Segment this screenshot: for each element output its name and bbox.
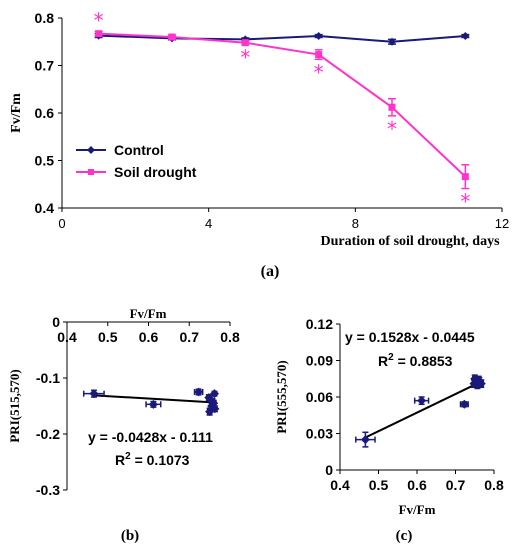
panel-b-data-point: [89, 389, 99, 399]
panel-c-label: (c): [396, 528, 413, 544]
panel-a-significance-star: *: [314, 60, 324, 84]
panel-b-data-point: [210, 389, 220, 399]
panel-b-label: (b): [121, 528, 139, 544]
panel-c-y-tick-label: 0.06: [306, 389, 333, 405]
panel-b-points: [82, 387, 220, 417]
panel-a-point-drought: [168, 33, 176, 41]
panel-c-x-tick-label: 0.4: [330, 477, 350, 493]
panel-b-x-tick-label: 0.4: [57, 329, 77, 345]
panel-c-data-point: [417, 396, 427, 406]
panel-b-x-tick-label: 0.5: [98, 329, 118, 345]
panel-a: Fv/Fm Duration of soil drought, days 0 4 8…: [9, 8, 509, 280]
panel-a-x-ticks: 0 4 8 12: [58, 208, 509, 231]
panel-c-trend-line: [364, 380, 482, 439]
panel-a-significance: * * * * *: [94, 8, 471, 213]
panel-b-x-label: Fv/Fm: [130, 306, 167, 321]
panel-a-point-control: [314, 32, 323, 41]
panel-c-data-point: [459, 399, 469, 409]
panel-a-y-tick-label: 0.4: [35, 200, 55, 216]
panel-c-y-tick-label: 0: [325, 462, 333, 478]
panel-a-point-drought: [241, 39, 249, 47]
panel-b-y-tick-label: -0.2: [36, 426, 60, 442]
legend-drought-label: Soil drought: [114, 164, 197, 180]
panel-a-series: [94, 30, 470, 190]
panel-b-y-ticks: 0 -0.1 -0.2 -0.3: [36, 314, 67, 498]
panel-c-data-point: [360, 435, 370, 445]
panel-b-x-tick-label: 0.8: [220, 329, 240, 345]
panel-a-point-drought: [95, 30, 103, 38]
panel-a-x-tick-label: 12: [495, 216, 509, 231]
panel-a-point-control: [461, 32, 470, 41]
panel-a-series-line-1: [98, 32, 467, 178]
panel-a-significance-star: *: [460, 190, 470, 214]
panel-b-trendline: [93, 394, 215, 404]
panel-a-y-ticks: 0.4 0.5 0.6 0.7 0.8: [35, 10, 62, 216]
panel-a-significance-star: *: [387, 117, 397, 141]
panel-c-y-tick-label: 0.03: [306, 426, 333, 442]
panel-c-trendline: [364, 380, 482, 439]
panel-c-data-point: [476, 379, 486, 389]
panel-b-x-tick-label: 0.7: [180, 329, 200, 345]
panel-c-equation: y = 0.1528x - 0.0445: [345, 329, 475, 345]
panel-a-series-line-0: [98, 34, 466, 43]
panel-c-x-tick-label: 0.8: [484, 477, 504, 493]
panel-c-points: [355, 374, 486, 448]
panel-a-y-tick-label: 0.5: [35, 153, 55, 169]
panel-c-r-squared: R2 = 0.8853: [378, 352, 453, 369]
panel-c-y-ticks: 0 0.03 0.06 0.09 0.12: [306, 316, 340, 478]
panel-b-equation: y = -0.0428x - 0.111: [88, 429, 213, 445]
panel-c-x-tick-label: 0.7: [446, 477, 466, 493]
panel-a-y-tick-label: 0.7: [35, 58, 55, 74]
panel-b-y-tick-label: -0.3: [36, 482, 60, 498]
panel-c-x-ticks: 0.4 0.5 0.6 0.7 0.8: [330, 470, 504, 493]
panel-b-x-ticks: 0.4 0.5 0.6 0.7 0.8: [57, 322, 240, 345]
panel-a-significance-star: *: [240, 46, 250, 70]
panel-a-point-control: [388, 37, 396, 46]
legend-drought-marker: [88, 169, 94, 175]
panel-c-y-label: PRI(555,570): [274, 360, 289, 433]
panel-a-label: (a): [261, 263, 280, 280]
panel-b-trend-line: [93, 394, 215, 404]
panel-a-point-drought: [461, 173, 469, 181]
panel-b-data-point: [148, 399, 158, 409]
panel-a-x-tick-label: 0: [58, 216, 65, 231]
panel-a-point-drought: [388, 103, 396, 111]
panel-b-y-label: PRI(515,570): [7, 369, 22, 442]
panel-a-y-label: Fv/Fm: [9, 93, 24, 133]
panel-b-data-point: [194, 387, 204, 397]
panel-b: Fv/Fm PRI(515,570) 0.4 0.5 0.6 0.7 0.8 0 -0.1…: [7, 306, 240, 544]
panel-b-data-point: [210, 404, 220, 414]
panel-c-x-tick-label: 0.6: [407, 477, 427, 493]
panel-a-x-tick-label: 4: [205, 216, 212, 231]
panel-a-legend: Control Soil drought: [76, 142, 197, 180]
panel-c-x-label: Fv/Fm: [399, 502, 436, 517]
legend-control-label: Control: [114, 142, 164, 158]
panel-a-y-tick-label: 0.8: [35, 10, 55, 26]
panel-c-x-tick-label: 0.5: [369, 477, 389, 493]
panel-a-y-tick-label: 0.6: [35, 105, 55, 121]
panel-b-r-squared: R2 = 0.1073: [115, 451, 190, 468]
panel-a-x-tick-label: 8: [352, 216, 359, 231]
panel-b-y-tick-label: -0.1: [36, 370, 60, 386]
panel-b-y-tick-label: 0: [52, 314, 60, 330]
panel-b-x-tick-label: 0.6: [139, 329, 159, 345]
panel-c-y-tick-label: 0.09: [306, 353, 333, 369]
legend-control-marker: [87, 146, 95, 154]
panel-a-significance-star: *: [94, 8, 104, 32]
panel-a-point-drought: [315, 51, 323, 59]
panel-c: Fv/Fm PRI(555,570) 0.4 0.5 0.6 0.7 0.8 0 0.03…: [274, 316, 504, 544]
panel-c-y-tick-label: 0.12: [306, 316, 333, 332]
panel-a-x-label: Duration of soil drought, days: [320, 234, 500, 249]
